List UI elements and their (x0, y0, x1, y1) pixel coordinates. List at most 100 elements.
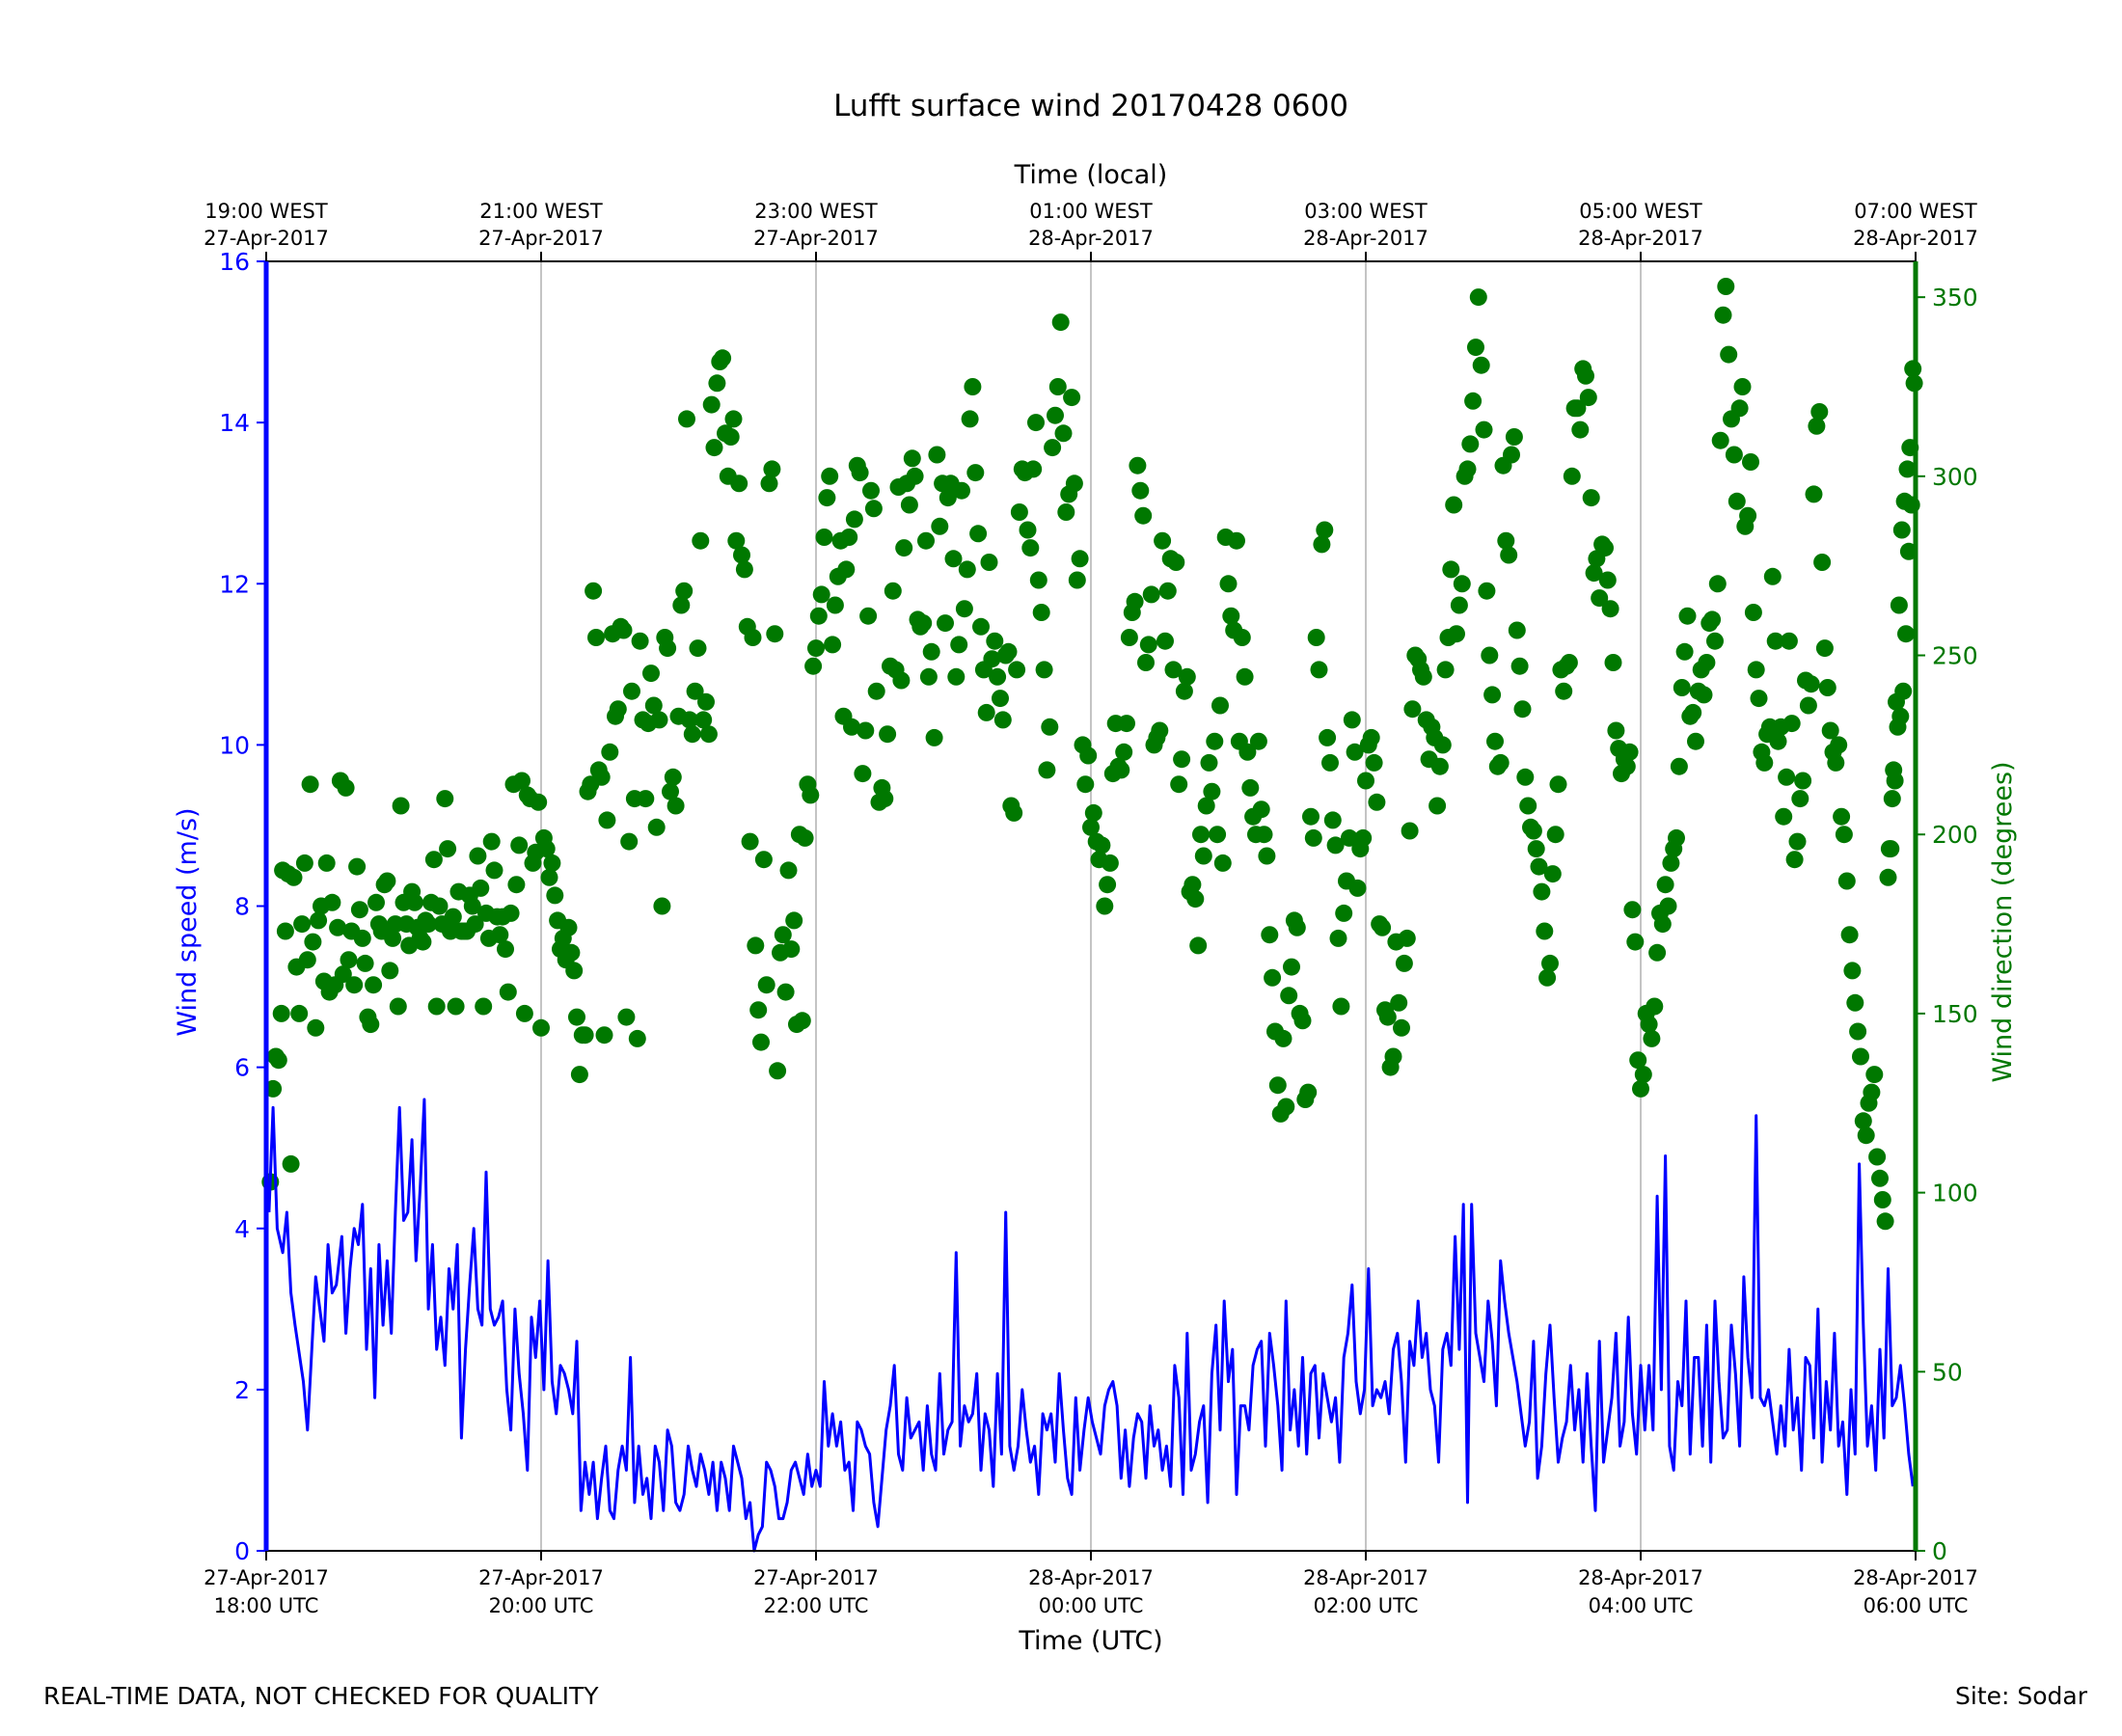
wind-direction-point (1579, 389, 1597, 407)
left-tick-label: 8 (234, 893, 250, 921)
wind-direction-point (1620, 743, 1639, 761)
wind-direction-point (763, 460, 781, 478)
wind-direction-point (1835, 826, 1853, 844)
wind-direction-point (1378, 1008, 1397, 1026)
wind-direction-point (969, 525, 988, 543)
wind-direction-point (540, 868, 558, 886)
wind-direction-point (1720, 345, 1738, 364)
wind-direction-point (1794, 772, 1812, 790)
wind-direction-point (1634, 1066, 1652, 1084)
wind-direction-point (675, 582, 694, 600)
wind-direction-point (1843, 962, 1862, 980)
wind-direction-point (1591, 589, 1609, 608)
left-tick-label: 14 (219, 409, 250, 437)
wind-direction-point (1414, 667, 1432, 686)
wind-direction-point (323, 893, 341, 911)
wind-direction-point (1571, 420, 1590, 439)
wind-direction-point (779, 861, 798, 880)
top-tick-time: 05:00 WEST (1579, 200, 1702, 223)
wind-direction-point (1139, 636, 1157, 654)
wind-direction-point (1497, 531, 1515, 550)
wind-direction-point (1656, 876, 1674, 894)
wind-direction-point (821, 467, 839, 485)
wind-direction-point (662, 782, 679, 800)
wind-direction-point (1508, 621, 1526, 639)
wind-direction-point (1536, 922, 1554, 940)
wind-direction-point (1365, 753, 1383, 772)
wind-direction-point (1203, 782, 1221, 800)
wind-direction-point (980, 554, 998, 571)
wind-direction-point (1175, 682, 1193, 700)
right-tick-label: 350 (1932, 284, 1978, 312)
wind-direction-point (1510, 657, 1529, 675)
wind-direction-point (568, 1008, 585, 1026)
left-axis-ticks: 0 2 4 6 8 10 12 14 16 (219, 248, 266, 1565)
wind-direction-point (955, 600, 973, 618)
wind-direction-point (769, 1062, 787, 1080)
wind-direction-point (879, 725, 897, 744)
top-tick-time: 21:00 WEST (479, 200, 603, 223)
wind-direction-point (843, 718, 860, 736)
wind-direction-point (546, 886, 564, 905)
wind-direction-point (1739, 506, 1757, 525)
wind-direction-point (1516, 768, 1535, 786)
wind-direction-point (972, 617, 990, 636)
wind-direction-point (295, 854, 313, 872)
wind-direction-point (1894, 682, 1913, 700)
wind-direction-point (1815, 639, 1834, 658)
wind-direction-point (1274, 1029, 1292, 1047)
wind-direction-point (1206, 732, 1224, 750)
bottom-tick-date: 27-Apr-2017 (753, 1566, 879, 1589)
wind-direction-point (475, 997, 493, 1016)
wind-direction-point (348, 857, 367, 876)
wind-direction-point (664, 768, 682, 786)
wind-direction-point (1079, 746, 1098, 765)
wind-direction-point (1775, 807, 1793, 826)
wind-direction-point (282, 1154, 300, 1173)
wind-direction-point (1183, 876, 1202, 894)
wind-direction-point (576, 1026, 594, 1044)
wind-direction-point (1892, 521, 1911, 539)
wind-direction-point (623, 682, 640, 700)
wind-direction-point (631, 632, 649, 650)
wind-direction-point (392, 797, 410, 815)
wind-direction-point (1607, 721, 1625, 740)
wind-direction-point (285, 868, 303, 886)
wind-direction-point (293, 915, 312, 934)
wind-direction-point (1051, 313, 1070, 332)
wind-direction-point (1008, 661, 1026, 679)
wind-direction-point (1813, 554, 1832, 571)
wind-direction-point (384, 929, 402, 947)
wind-direction-point (1840, 926, 1859, 944)
wind-direction-point (760, 475, 778, 493)
wind-direction-point (537, 840, 556, 858)
wind-direction-point (1464, 392, 1483, 410)
wind-direction-point (1236, 667, 1254, 686)
wind-direction-point (1192, 826, 1210, 844)
wind-direction-point (1249, 732, 1267, 750)
wind-direction-point (1450, 596, 1468, 614)
wind-direction-point (953, 481, 970, 500)
wind-direction-point (365, 976, 383, 994)
wind-direction-point (1577, 366, 1594, 385)
wind-direction-point (1503, 446, 1520, 464)
wind-direction-point (1695, 686, 1713, 704)
wind-direction-point (1897, 625, 1915, 643)
wind-direction-point (1197, 797, 1215, 815)
bottom-tick-date: 28-Apr-2017 (1303, 1566, 1428, 1589)
wind-direction-point (730, 475, 748, 493)
wind-direction-point (650, 711, 668, 729)
wind-direction-point (1029, 571, 1047, 589)
wind-direction-point (749, 1001, 768, 1019)
wind-direction-point (1238, 743, 1257, 761)
wind-direction-point (1038, 761, 1056, 779)
wind-direction-point (269, 1051, 287, 1070)
wind-direction-point (1362, 728, 1380, 746)
wind-direction-point (1332, 997, 1350, 1016)
wind-direction-point (1478, 582, 1496, 600)
wind-direction-point (620, 832, 639, 851)
wind-direction-point (1868, 1148, 1887, 1166)
wind-direction-point (1876, 1212, 1894, 1231)
right-tick-label: 200 (1932, 821, 1978, 849)
wind-direction-point (1475, 420, 1493, 439)
